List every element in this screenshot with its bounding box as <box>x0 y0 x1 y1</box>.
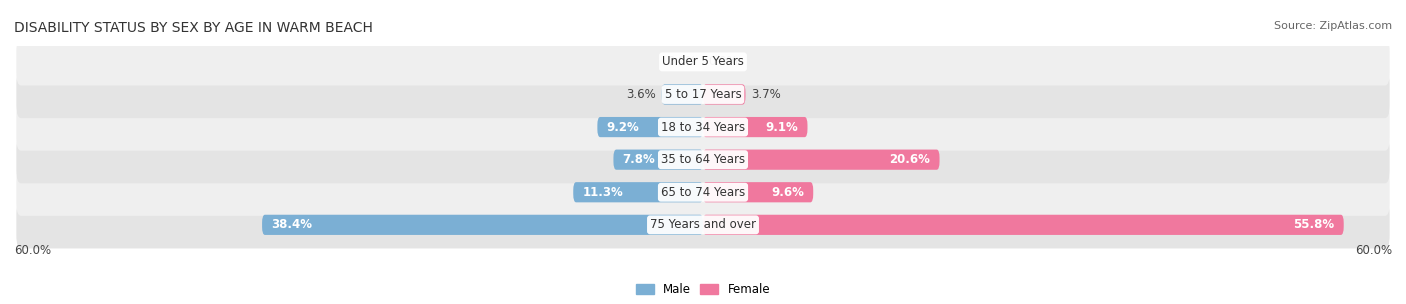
Text: 0.0%: 0.0% <box>709 55 738 68</box>
Legend: Male, Female: Male, Female <box>631 278 775 300</box>
Text: 35 to 64 Years: 35 to 64 Years <box>661 153 745 166</box>
FancyBboxPatch shape <box>262 215 703 235</box>
Text: 9.1%: 9.1% <box>765 121 799 133</box>
FancyBboxPatch shape <box>17 38 1389 85</box>
Text: 75 Years and over: 75 Years and over <box>650 218 756 231</box>
FancyBboxPatch shape <box>574 182 703 202</box>
FancyBboxPatch shape <box>703 215 1344 235</box>
Text: 5 to 17 Years: 5 to 17 Years <box>665 88 741 101</box>
FancyBboxPatch shape <box>703 182 813 202</box>
FancyBboxPatch shape <box>17 201 1389 248</box>
Text: 65 to 74 Years: 65 to 74 Years <box>661 186 745 199</box>
Text: 55.8%: 55.8% <box>1294 218 1334 231</box>
Text: 20.6%: 20.6% <box>890 153 931 166</box>
Text: 0.0%: 0.0% <box>668 55 697 68</box>
FancyBboxPatch shape <box>703 117 807 137</box>
Text: 38.4%: 38.4% <box>271 218 312 231</box>
FancyBboxPatch shape <box>17 71 1389 118</box>
Text: 60.0%: 60.0% <box>14 244 51 257</box>
Text: DISABILITY STATUS BY SEX BY AGE IN WARM BEACH: DISABILITY STATUS BY SEX BY AGE IN WARM … <box>14 21 373 35</box>
FancyBboxPatch shape <box>613 150 703 170</box>
Text: 7.8%: 7.8% <box>623 153 655 166</box>
Text: 3.7%: 3.7% <box>751 88 780 101</box>
FancyBboxPatch shape <box>703 150 939 170</box>
Text: Source: ZipAtlas.com: Source: ZipAtlas.com <box>1274 21 1392 31</box>
FancyBboxPatch shape <box>17 136 1389 183</box>
FancyBboxPatch shape <box>598 117 703 137</box>
FancyBboxPatch shape <box>17 103 1389 151</box>
FancyBboxPatch shape <box>17 169 1389 216</box>
FancyBboxPatch shape <box>703 85 745 105</box>
FancyBboxPatch shape <box>662 85 703 105</box>
Text: 3.6%: 3.6% <box>626 88 657 101</box>
Text: Under 5 Years: Under 5 Years <box>662 55 744 68</box>
Text: 60.0%: 60.0% <box>1355 244 1392 257</box>
Text: 9.6%: 9.6% <box>770 186 804 199</box>
Text: 11.3%: 11.3% <box>582 186 623 199</box>
Text: 18 to 34 Years: 18 to 34 Years <box>661 121 745 133</box>
Text: 9.2%: 9.2% <box>606 121 640 133</box>
